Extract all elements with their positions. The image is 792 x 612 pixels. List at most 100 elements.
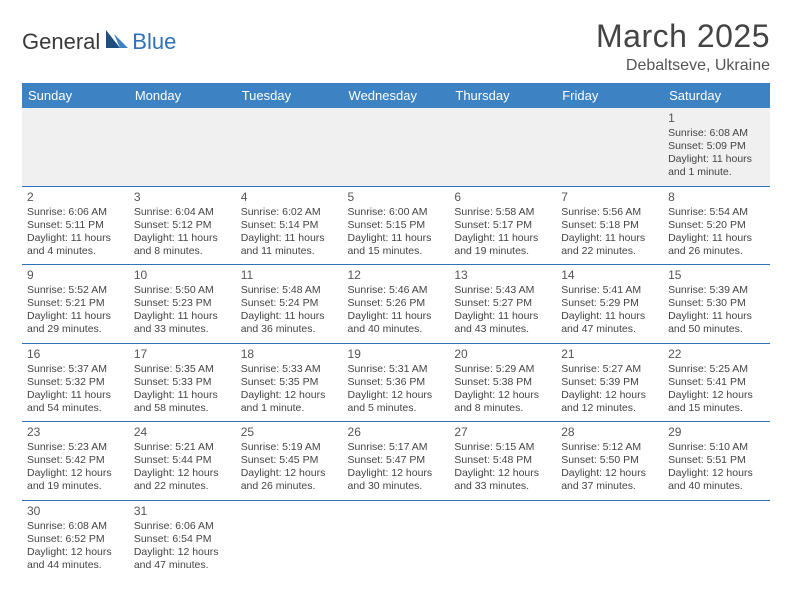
col-saturday: Saturday bbox=[663, 83, 770, 108]
day-info: Sunrise: 6:06 AMSunset: 5:11 PMDaylight:… bbox=[27, 206, 124, 259]
sunset-line: Sunset: 5:24 PM bbox=[241, 297, 338, 310]
sunset-line: Sunset: 6:54 PM bbox=[134, 533, 231, 546]
calendar-cell: 27Sunrise: 5:15 AMSunset: 5:48 PMDayligh… bbox=[449, 422, 556, 501]
sunrise-line: Sunrise: 5:37 AM bbox=[27, 363, 124, 376]
sunrise-line: Sunrise: 5:12 AM bbox=[561, 441, 658, 454]
sunrise-line: Sunrise: 5:23 AM bbox=[27, 441, 124, 454]
calendar-cell: 30Sunrise: 6:08 AMSunset: 6:52 PMDayligh… bbox=[22, 500, 129, 578]
day-number: 16 bbox=[27, 347, 124, 362]
day-info: Sunrise: 5:19 AMSunset: 5:45 PMDaylight:… bbox=[241, 441, 338, 494]
sunrise-line: Sunrise: 5:50 AM bbox=[134, 284, 231, 297]
sunset-line: Sunset: 5:32 PM bbox=[27, 376, 124, 389]
day-number: 8 bbox=[668, 190, 765, 205]
calendar-cell bbox=[343, 500, 450, 578]
day-info: Sunrise: 5:43 AMSunset: 5:27 PMDaylight:… bbox=[454, 284, 551, 337]
day-info: Sunrise: 5:39 AMSunset: 5:30 PMDaylight:… bbox=[668, 284, 765, 337]
sunrise-line: Sunrise: 5:48 AM bbox=[241, 284, 338, 297]
calendar-cell bbox=[556, 500, 663, 578]
sunrise-line: Sunrise: 5:41 AM bbox=[561, 284, 658, 297]
sunrise-line: Sunrise: 5:33 AM bbox=[241, 363, 338, 376]
sunset-line: Sunset: 5:41 PM bbox=[668, 376, 765, 389]
calendar-cell bbox=[236, 108, 343, 186]
sunset-line: Sunset: 5:36 PM bbox=[348, 376, 445, 389]
col-wednesday: Wednesday bbox=[343, 83, 450, 108]
day-number: 26 bbox=[348, 425, 445, 440]
day-info: Sunrise: 5:17 AMSunset: 5:47 PMDaylight:… bbox=[348, 441, 445, 494]
day-info: Sunrise: 5:21 AMSunset: 5:44 PMDaylight:… bbox=[134, 441, 231, 494]
sunrise-line: Sunrise: 6:08 AM bbox=[27, 520, 124, 533]
daylight-line: Daylight: 11 hours and 29 minutes. bbox=[27, 310, 124, 336]
sunset-line: Sunset: 5:47 PM bbox=[348, 454, 445, 467]
day-info: Sunrise: 5:56 AMSunset: 5:18 PMDaylight:… bbox=[561, 206, 658, 259]
day-info: Sunrise: 5:54 AMSunset: 5:20 PMDaylight:… bbox=[668, 206, 765, 259]
day-info: Sunrise: 5:58 AMSunset: 5:17 PMDaylight:… bbox=[454, 206, 551, 259]
sunrise-line: Sunrise: 5:25 AM bbox=[668, 363, 765, 376]
daylight-line: Daylight: 12 hours and 5 minutes. bbox=[348, 389, 445, 415]
calendar-cell: 14Sunrise: 5:41 AMSunset: 5:29 PMDayligh… bbox=[556, 265, 663, 344]
calendar-cell: 13Sunrise: 5:43 AMSunset: 5:27 PMDayligh… bbox=[449, 265, 556, 344]
calendar-cell: 10Sunrise: 5:50 AMSunset: 5:23 PMDayligh… bbox=[129, 265, 236, 344]
daylight-line: Daylight: 11 hours and 15 minutes. bbox=[348, 232, 445, 258]
sunrise-line: Sunrise: 5:56 AM bbox=[561, 206, 658, 219]
calendar-cell: 6Sunrise: 5:58 AMSunset: 5:17 PMDaylight… bbox=[449, 186, 556, 265]
calendar-cell bbox=[236, 500, 343, 578]
day-info: Sunrise: 5:46 AMSunset: 5:26 PMDaylight:… bbox=[348, 284, 445, 337]
calendar-cell bbox=[449, 108, 556, 186]
page-title: March 2025 bbox=[596, 18, 770, 55]
sunset-line: Sunset: 5:15 PM bbox=[348, 219, 445, 232]
calendar-cell: 18Sunrise: 5:33 AMSunset: 5:35 PMDayligh… bbox=[236, 343, 343, 422]
calendar-cell: 31Sunrise: 6:06 AMSunset: 6:54 PMDayligh… bbox=[129, 500, 236, 578]
daylight-line: Daylight: 12 hours and 1 minute. bbox=[241, 389, 338, 415]
day-number: 2 bbox=[27, 190, 124, 205]
day-number: 17 bbox=[134, 347, 231, 362]
day-number: 29 bbox=[668, 425, 765, 440]
day-number: 9 bbox=[27, 268, 124, 283]
sunrise-line: Sunrise: 5:17 AM bbox=[348, 441, 445, 454]
daylight-line: Daylight: 11 hours and 36 minutes. bbox=[241, 310, 338, 336]
calendar-cell: 2Sunrise: 6:06 AMSunset: 5:11 PMDaylight… bbox=[22, 186, 129, 265]
col-tuesday: Tuesday bbox=[236, 83, 343, 108]
calendar-cell: 25Sunrise: 5:19 AMSunset: 5:45 PMDayligh… bbox=[236, 422, 343, 501]
sunset-line: Sunset: 5:23 PM bbox=[134, 297, 231, 310]
day-number: 12 bbox=[348, 268, 445, 283]
sunset-line: Sunset: 5:45 PM bbox=[241, 454, 338, 467]
calendar-row: 9Sunrise: 5:52 AMSunset: 5:21 PMDaylight… bbox=[22, 265, 770, 344]
sunrise-line: Sunrise: 5:10 AM bbox=[668, 441, 765, 454]
sunrise-line: Sunrise: 5:29 AM bbox=[454, 363, 551, 376]
day-number: 27 bbox=[454, 425, 551, 440]
day-number: 28 bbox=[561, 425, 658, 440]
calendar-cell: 9Sunrise: 5:52 AMSunset: 5:21 PMDaylight… bbox=[22, 265, 129, 344]
sunset-line: Sunset: 5:09 PM bbox=[668, 140, 765, 153]
sunrise-line: Sunrise: 6:06 AM bbox=[27, 206, 124, 219]
day-number: 23 bbox=[27, 425, 124, 440]
day-info: Sunrise: 5:27 AMSunset: 5:39 PMDaylight:… bbox=[561, 363, 658, 416]
day-number: 14 bbox=[561, 268, 658, 283]
calendar-row: 23Sunrise: 5:23 AMSunset: 5:42 PMDayligh… bbox=[22, 422, 770, 501]
sunrise-line: Sunrise: 5:54 AM bbox=[668, 206, 765, 219]
daylight-line: Daylight: 12 hours and 8 minutes. bbox=[454, 389, 551, 415]
daylight-line: Daylight: 12 hours and 37 minutes. bbox=[561, 467, 658, 493]
calendar-cell: 3Sunrise: 6:04 AMSunset: 5:12 PMDaylight… bbox=[129, 186, 236, 265]
sunset-line: Sunset: 5:18 PM bbox=[561, 219, 658, 232]
sunset-line: Sunset: 5:29 PM bbox=[561, 297, 658, 310]
day-info: Sunrise: 5:52 AMSunset: 5:21 PMDaylight:… bbox=[27, 284, 124, 337]
daylight-line: Daylight: 11 hours and 11 minutes. bbox=[241, 232, 338, 258]
calendar-cell bbox=[556, 108, 663, 186]
calendar-cell: 12Sunrise: 5:46 AMSunset: 5:26 PMDayligh… bbox=[343, 265, 450, 344]
sunrise-line: Sunrise: 6:08 AM bbox=[668, 127, 765, 140]
day-info: Sunrise: 5:48 AMSunset: 5:24 PMDaylight:… bbox=[241, 284, 338, 337]
daylight-line: Daylight: 12 hours and 30 minutes. bbox=[348, 467, 445, 493]
sunset-line: Sunset: 5:48 PM bbox=[454, 454, 551, 467]
sunset-line: Sunset: 5:11 PM bbox=[27, 219, 124, 232]
calendar-cell bbox=[343, 108, 450, 186]
calendar-cell: 8Sunrise: 5:54 AMSunset: 5:20 PMDaylight… bbox=[663, 186, 770, 265]
sunrise-line: Sunrise: 5:27 AM bbox=[561, 363, 658, 376]
day-info: Sunrise: 6:04 AMSunset: 5:12 PMDaylight:… bbox=[134, 206, 231, 259]
sunrise-line: Sunrise: 5:31 AM bbox=[348, 363, 445, 376]
day-number: 7 bbox=[561, 190, 658, 205]
sunset-line: Sunset: 6:52 PM bbox=[27, 533, 124, 546]
day-info: Sunrise: 5:12 AMSunset: 5:50 PMDaylight:… bbox=[561, 441, 658, 494]
sunset-line: Sunset: 5:35 PM bbox=[241, 376, 338, 389]
col-monday: Monday bbox=[129, 83, 236, 108]
sunrise-line: Sunrise: 5:15 AM bbox=[454, 441, 551, 454]
